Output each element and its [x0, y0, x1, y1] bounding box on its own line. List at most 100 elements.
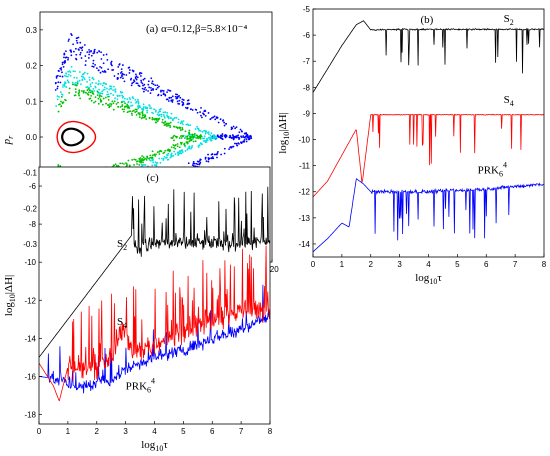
- scatter-point: [99, 94, 101, 97]
- scatter-point: [92, 65, 95, 68]
- scatter-point: [189, 135, 191, 138]
- scatter-point: [99, 83, 102, 85]
- scatter-point: [61, 61, 64, 64]
- y-tick-label: -6: [303, 31, 311, 40]
- scatter-point: [158, 153, 161, 155]
- y-tick-label: -18: [24, 410, 36, 419]
- scatter-point: [75, 91, 77, 93]
- scatter-point: [143, 163, 146, 166]
- scatter-point: [91, 77, 94, 80]
- scatter-point: [195, 109, 198, 111]
- scatter-point: [108, 88, 111, 91]
- scatter-point: [90, 99, 93, 102]
- scatter-point: [99, 71, 102, 74]
- scatter-point: [114, 163, 117, 166]
- scatter-point: [101, 90, 103, 93]
- scatter-point: [70, 65, 73, 68]
- scatter-point: [122, 77, 124, 80]
- scatter-point: [81, 79, 84, 82]
- panel-b: 0 1 2 3 4 5 6 7 8 -14 -13 -12 -11 -10 -9 -8 -7 -6 -5 (b) l…: [277, 5, 547, 286]
- series-label: S4: [504, 94, 514, 108]
- scatter-point: [184, 150, 187, 152]
- scatter-point: [141, 82, 144, 85]
- scatter-point: [94, 86, 97, 89]
- scatter-point: [173, 134, 176, 137]
- scatter-point: [174, 153, 177, 155]
- scatter-point: [172, 154, 175, 157]
- panel-b-title: (b): [421, 14, 434, 26]
- scatter-point: [241, 136, 243, 139]
- scatter-point: [63, 74, 66, 77]
- y-tick-label: -0.2: [23, 204, 37, 213]
- y-tick-label: -0.1: [23, 169, 37, 178]
- scatter-point: [151, 164, 154, 167]
- scatter-point: [164, 111, 166, 114]
- scatter-point: [70, 54, 73, 57]
- scatter-point: [70, 33, 72, 35]
- scatter-point: [113, 85, 115, 88]
- scatter-point: [79, 53, 82, 56]
- y-tick-label: -7: [303, 57, 311, 66]
- scatter-point: [142, 161, 144, 164]
- scatter-point: [127, 66, 130, 69]
- scatter-point: [151, 150, 154, 153]
- scatter-point: [186, 142, 189, 145]
- scatter-point: [202, 112, 204, 115]
- scatter-point: [142, 78, 145, 81]
- scatter-point: [191, 109, 194, 111]
- scatter-point: [60, 95, 63, 98]
- scatter-point: [83, 78, 86, 81]
- scatter-point: [71, 81, 74, 84]
- scatter-point: [169, 149, 172, 152]
- scatter-point: [176, 100, 179, 103]
- scatter-point: [152, 83, 155, 86]
- scatter-point: [98, 50, 100, 52]
- scatter-point: [200, 143, 203, 146]
- scatter-point: [76, 82, 79, 85]
- scatter-point: [111, 64, 113, 67]
- scatter-point: [148, 157, 150, 160]
- scatter-point: [184, 106, 187, 109]
- series-label: S2: [117, 238, 127, 252]
- scatter-point: [97, 83, 100, 86]
- scatter-point: [146, 111, 149, 114]
- scatter-point: [78, 89, 81, 92]
- scatter-point: [220, 153, 222, 156]
- scatter-point: [187, 147, 190, 150]
- scatter-point: [145, 159, 148, 161]
- scatter-point: [186, 106, 189, 109]
- scatter-point: [159, 149, 162, 152]
- scatter-point: [123, 80, 126, 83]
- scatter-point: [166, 122, 168, 125]
- scatter-point: [168, 89, 171, 92]
- scatter-point: [96, 51, 99, 54]
- scatter-point: [200, 135, 203, 138]
- scatter-point: [86, 72, 89, 75]
- x-tick-label: 4: [152, 427, 157, 436]
- scatter-point: [189, 108, 192, 111]
- y-tick-label: 0.1: [26, 97, 38, 106]
- scatter-point: [156, 86, 159, 89]
- scatter-point: [154, 109, 157, 112]
- scatter-point: [141, 114, 144, 117]
- scatter-point: [82, 72, 85, 75]
- scatter-point: [161, 89, 164, 92]
- scatter-point: [238, 131, 241, 134]
- scatter-point: [188, 131, 190, 134]
- scatter-point: [60, 100, 62, 103]
- scatter-point: [136, 76, 139, 79]
- scatter-point: [171, 95, 174, 98]
- series-line-S4: [38, 245, 271, 402]
- scatter-point: [143, 106, 145, 108]
- scatter-point: [103, 86, 106, 89]
- scatter-point: [238, 142, 240, 145]
- scatter-point: [182, 99, 185, 101]
- scatter-point: [57, 69, 60, 72]
- scatter-point: [213, 153, 216, 156]
- scatter-point: [171, 101, 174, 103]
- scatter-point: [204, 131, 207, 134]
- scatter-point: [213, 115, 216, 118]
- x-tick-label: 6: [484, 260, 489, 269]
- scatter-point: [143, 88, 146, 91]
